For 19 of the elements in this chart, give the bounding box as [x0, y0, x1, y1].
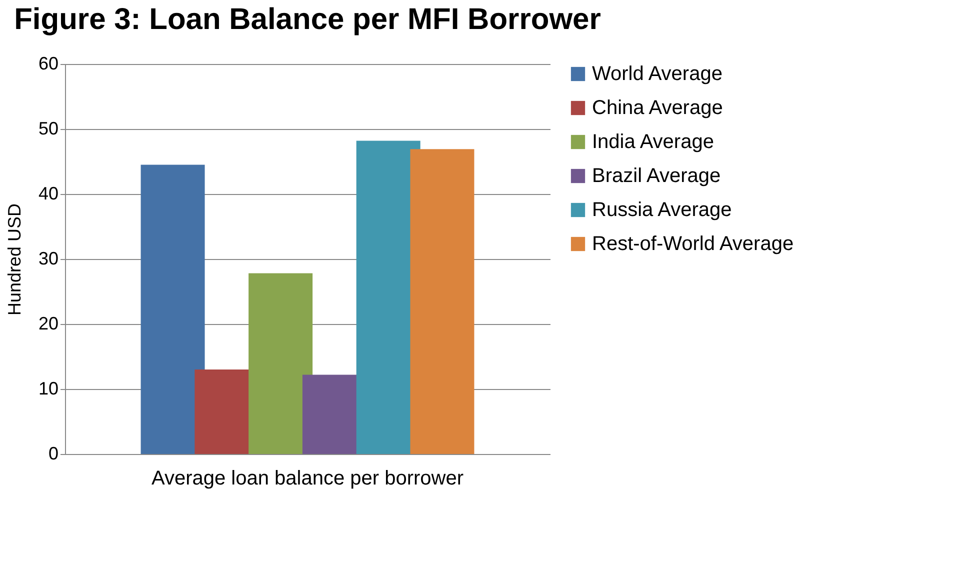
legend-label: China Average [592, 97, 723, 119]
chart-title: Figure 3: Loan Balance per MFI Borrower [14, 3, 602, 36]
bar [140, 164, 205, 454]
bar [410, 149, 474, 454]
y-axis-title: Hundred USD [4, 203, 24, 316]
y-tick-label: 60 [38, 54, 58, 74]
legend-label: India Average [592, 131, 714, 153]
legend-label: Russia Average [592, 199, 732, 221]
y-tick-label: 10 [38, 378, 58, 398]
y-tick-label: 30 [38, 248, 58, 268]
bar [248, 273, 313, 454]
x-tick-label: Average loan balance per borrower [151, 468, 464, 490]
legend-label: Brazil Average [592, 165, 721, 187]
y-tick-label: 50 [38, 118, 58, 138]
y-tick-label: 0 [48, 444, 58, 464]
legend-label: World Average [592, 63, 722, 85]
y-tick-label: 40 [38, 184, 58, 204]
y-tick-label: 20 [38, 314, 58, 334]
legend-label: Rest-of-World Average [592, 233, 794, 255]
